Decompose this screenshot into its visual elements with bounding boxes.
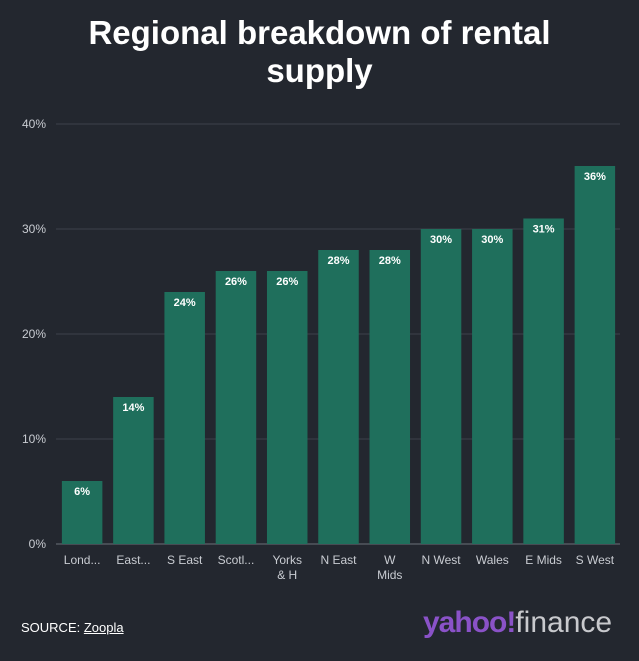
x-tick-label: East... bbox=[116, 553, 150, 567]
x-tick-label: Scotl... bbox=[218, 553, 255, 567]
x-tick-label: Lond... bbox=[64, 553, 101, 567]
bar bbox=[266, 271, 308, 544]
x-tick-label: S East bbox=[167, 553, 203, 567]
source-link[interactable]: Zoopla bbox=[83, 620, 124, 635]
bar bbox=[215, 271, 257, 544]
y-tick-label: 10% bbox=[22, 432, 46, 446]
bar bbox=[113, 397, 154, 544]
data-label: 30% bbox=[481, 234, 503, 246]
y-tick-label: 40% bbox=[22, 117, 46, 131]
data-label: 14% bbox=[122, 402, 144, 414]
data-label: 36% bbox=[584, 171, 606, 183]
x-tick-label: N East bbox=[320, 553, 357, 567]
data-label: 28% bbox=[327, 255, 349, 267]
bar bbox=[164, 292, 205, 544]
data-label: 24% bbox=[174, 297, 196, 309]
data-label: 31% bbox=[533, 224, 555, 236]
logo-finance-text: finance bbox=[515, 606, 613, 639]
bar bbox=[318, 250, 359, 544]
y-tick-label: 20% bbox=[22, 327, 46, 341]
bar bbox=[523, 218, 564, 544]
x-tick-label: Yorks & H bbox=[272, 553, 302, 582]
bar bbox=[574, 166, 616, 544]
source-note: SOURCE: Zoopla bbox=[21, 620, 124, 635]
data-label: 26% bbox=[276, 276, 298, 288]
x-tick-label: W Mids bbox=[377, 553, 402, 582]
data-label: 30% bbox=[430, 234, 452, 246]
yahoo-finance-logo: yahoo!finance bbox=[423, 606, 612, 640]
x-tick-label: Wales bbox=[476, 553, 509, 567]
data-label: 26% bbox=[225, 276, 247, 288]
x-tick-label: E Mids bbox=[525, 553, 562, 567]
bar-chart: 0% 10% 20% 30% 40% 6% Lond... 14% East... 24% S Ea… bbox=[22, 117, 620, 582]
x-tick-label: N West bbox=[421, 553, 461, 567]
logo-yahoo-text: yahoo! bbox=[423, 606, 516, 639]
bar bbox=[61, 481, 103, 544]
source-prefix: SOURCE: bbox=[21, 620, 84, 635]
data-label: 6% bbox=[74, 486, 90, 498]
bar bbox=[369, 250, 411, 544]
chart-title: Regional breakdown of rental supply bbox=[88, 14, 551, 89]
x-tick-label: S West bbox=[576, 553, 615, 567]
data-label: 28% bbox=[379, 255, 401, 267]
y-tick-label: 0% bbox=[29, 537, 47, 551]
y-tick-label: 30% bbox=[22, 222, 46, 236]
bar bbox=[420, 229, 462, 544]
bar bbox=[472, 229, 513, 544]
